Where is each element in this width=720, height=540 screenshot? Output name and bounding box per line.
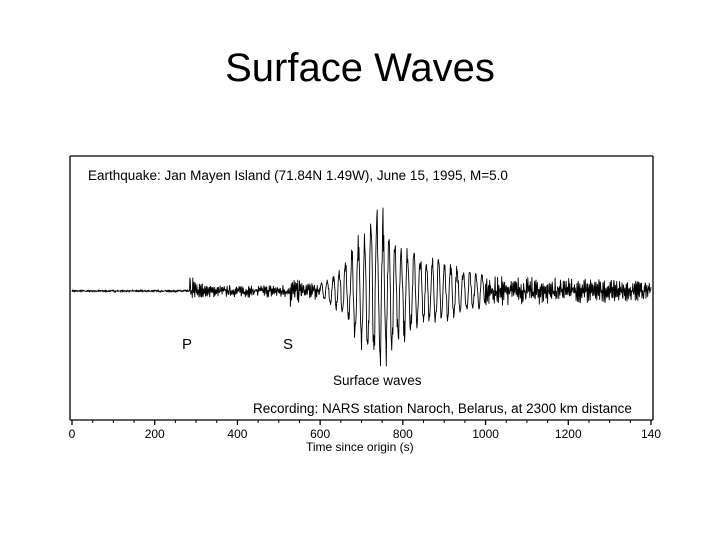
annotation-surface-waves: Surface waves — [333, 373, 422, 388]
chart-title: Earthquake: Jan Mayen Island (71.84N 1.4… — [88, 168, 508, 183]
annotation-s: S — [283, 336, 293, 353]
x-tick-label: 1000 — [472, 427, 499, 441]
x-axis-label: Time since origin (s) — [306, 440, 414, 454]
recording-caption: Recording: NARS station Naroch, Belarus,… — [253, 401, 632, 416]
x-axis-ticks — [71, 420, 652, 425]
seismogram-trace — [71, 207, 652, 367]
trace-group — [71, 207, 652, 367]
x-tick-label: 200 — [145, 427, 165, 441]
x-tick-label: 0 — [69, 427, 76, 441]
annotation-p: P — [182, 336, 192, 353]
x-tick-label: 800 — [393, 427, 413, 441]
x-axis-tick-labels: 0 200 400 600 800 1000 1200 140 — [69, 427, 662, 441]
x-tick-label: 600 — [310, 427, 330, 441]
x-tick-label: 140 — [641, 427, 661, 441]
x-tick-label: 400 — [227, 427, 247, 441]
x-tick-label: 1200 — [555, 427, 582, 441]
slide-title: Surface Waves — [225, 46, 495, 90]
